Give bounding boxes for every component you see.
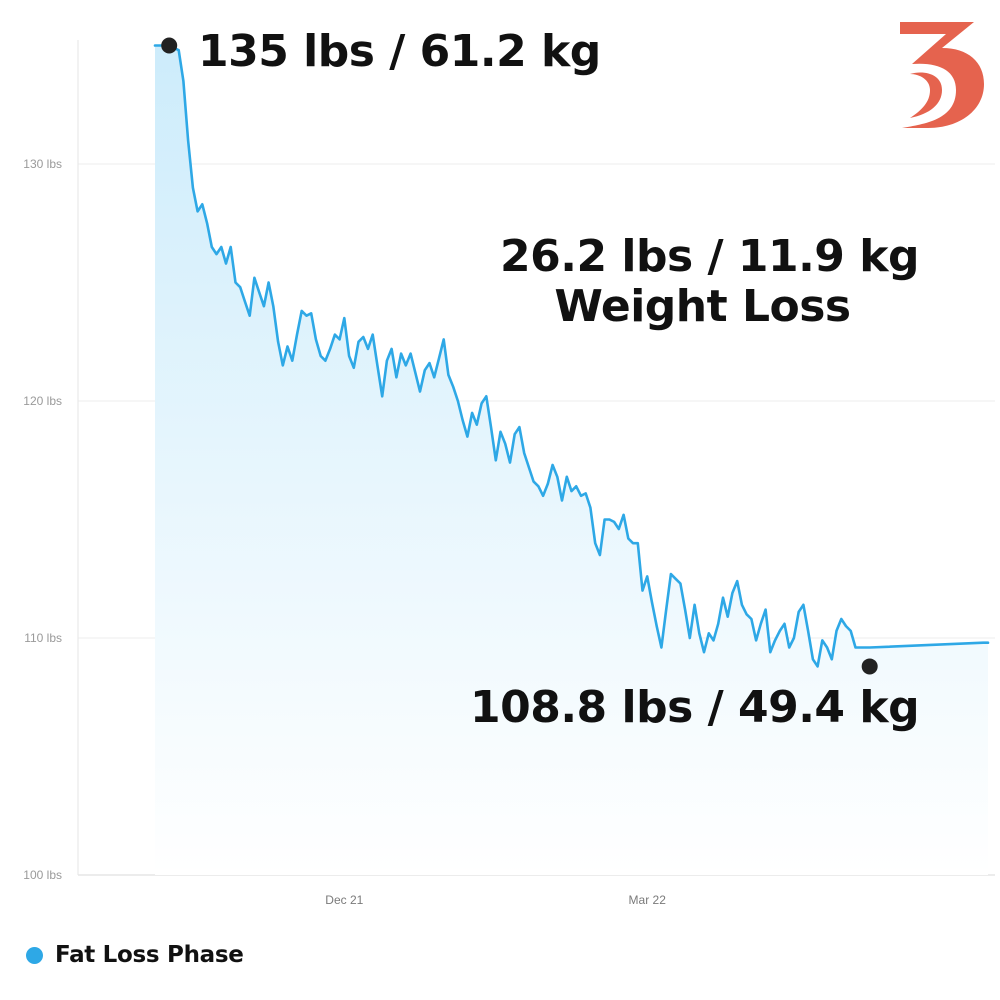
y-tick-label: 130 lbs	[23, 157, 62, 171]
legend-label: Fat Loss Phase	[55, 942, 244, 968]
start-weight-label: 135 lbs / 61.2 kg	[198, 26, 601, 77]
brand-s-logo-icon	[900, 22, 984, 128]
x-tick-label: Dec 21	[325, 893, 363, 907]
area-fill	[155, 45, 988, 875]
annotation-marker	[161, 37, 178, 54]
x-tick-label: Mar 22	[629, 893, 667, 907]
y-tick-label: 100 lbs	[23, 868, 62, 882]
y-tick-label: 110 lbs	[24, 631, 62, 645]
annotation-markers	[161, 37, 878, 675]
legend-marker	[26, 946, 43, 964]
legend: Fat Loss Phase	[26, 942, 244, 968]
x-axis-ticks: Dec 21 Mar 22	[325, 893, 666, 907]
weight-series-line	[153, 44, 990, 668]
weight-loss-amount: 26.2 lbs / 11.9 kg	[500, 231, 920, 282]
logo-shape	[900, 22, 984, 128]
weight-loss-summary: 26.2 lbs / 11.9 kg Weight Loss	[500, 231, 920, 332]
annotation-marker	[861, 658, 878, 675]
y-tick-label: 120 lbs	[23, 394, 62, 408]
end-weight-label: 108.8 lbs / 49.4 kg	[470, 682, 920, 733]
y-axis-ticks: 100 lbs 110 lbs 120 lbs 130 lbs	[23, 157, 62, 882]
weight-loss-caption: Weight Loss	[554, 281, 851, 332]
